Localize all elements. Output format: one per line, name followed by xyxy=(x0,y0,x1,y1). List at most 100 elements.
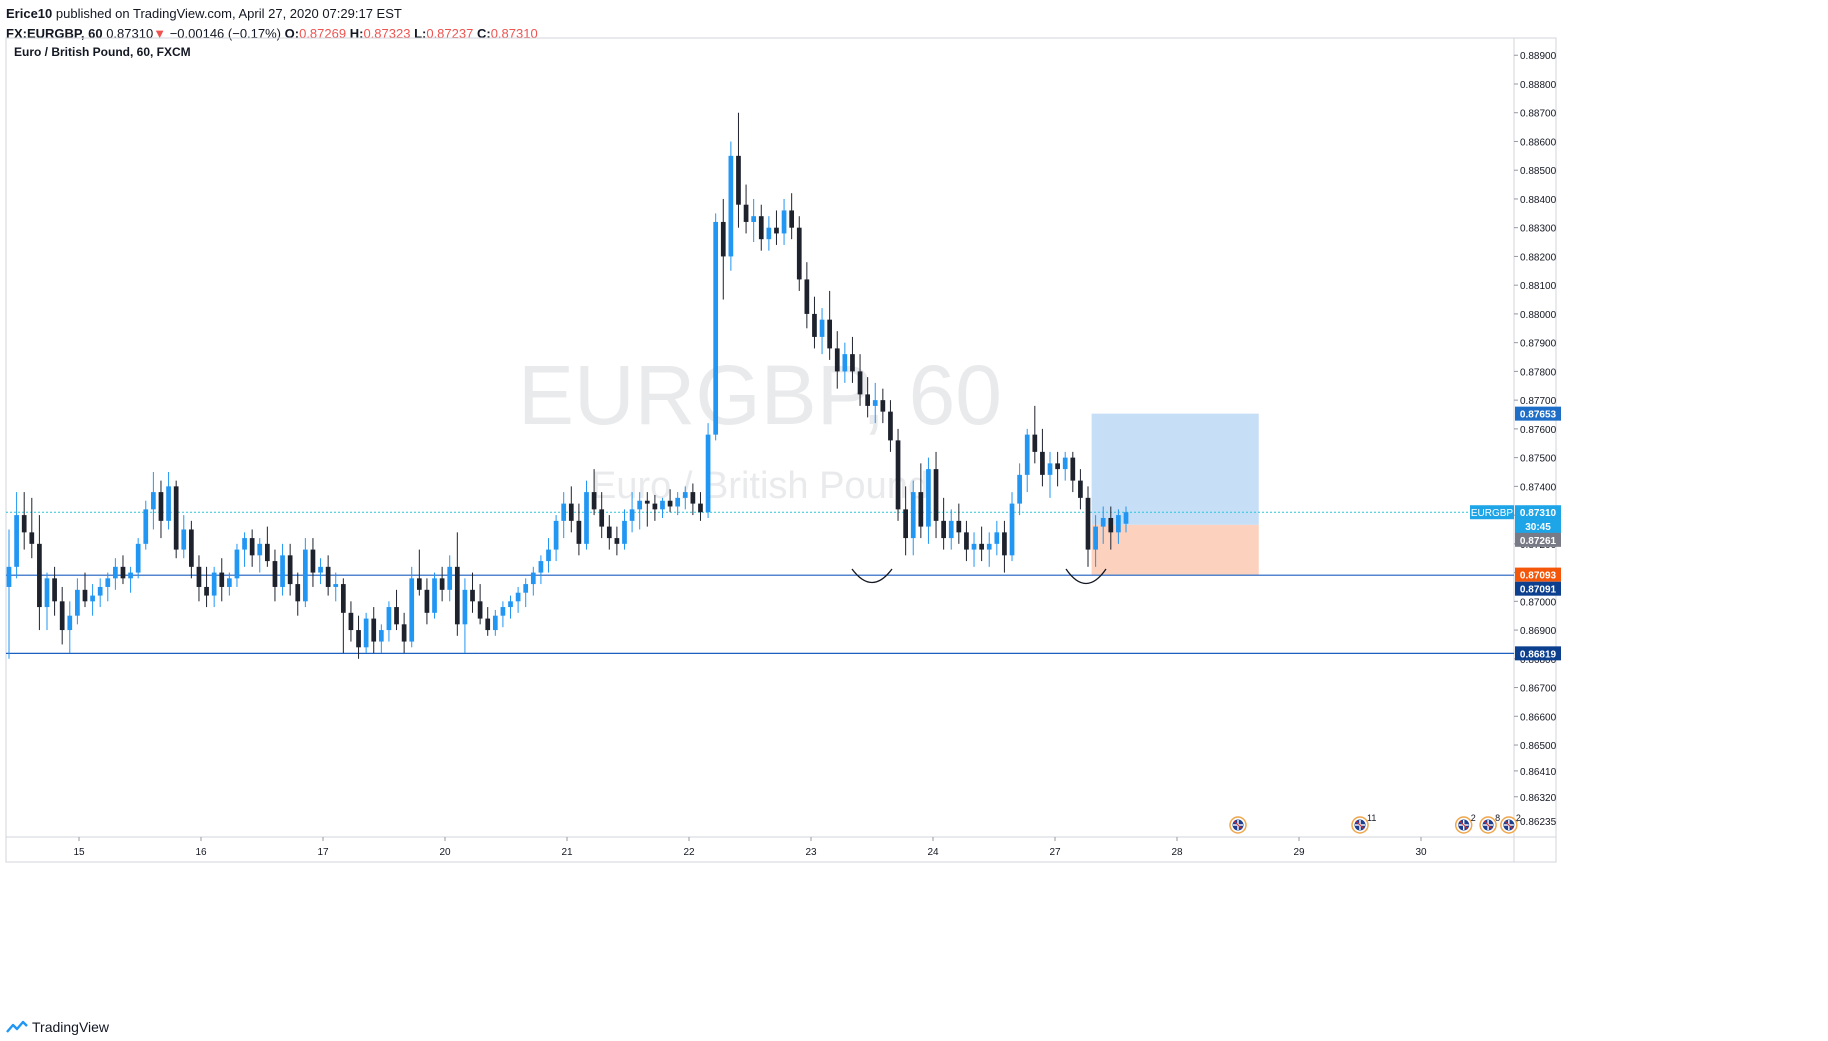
candle xyxy=(926,457,931,544)
candle-body xyxy=(363,618,369,648)
candle-body xyxy=(561,503,567,521)
economic-event-flag-icon[interactable]: 2 xyxy=(1454,813,1476,834)
candle-body xyxy=(173,486,179,550)
candle xyxy=(189,520,194,579)
candle xyxy=(113,558,118,590)
candle-body xyxy=(500,607,506,616)
tradingview-logo-icon[interactable] xyxy=(6,1020,28,1034)
candle-body xyxy=(584,492,589,544)
publish-info: published on TradingView.com, April 27, … xyxy=(55,6,402,21)
candle xyxy=(804,262,810,329)
x-tick-label: 21 xyxy=(561,847,573,858)
candle-body xyxy=(705,434,711,513)
candle xyxy=(1070,451,1076,493)
candle xyxy=(500,601,506,628)
candle-body xyxy=(113,566,118,579)
candle-body xyxy=(492,615,498,631)
candle-body xyxy=(1116,515,1121,533)
candle-body xyxy=(135,543,141,573)
candle xyxy=(842,342,848,383)
candle xyxy=(82,572,88,608)
candle xyxy=(158,480,164,539)
candle-body xyxy=(1085,497,1091,550)
candle-body xyxy=(789,210,795,228)
high-value: 0.87323 xyxy=(363,26,411,41)
candle xyxy=(1009,492,1015,562)
candle xyxy=(196,555,202,602)
economic-event-flag-icon[interactable]: 11 xyxy=(1351,813,1376,834)
candle xyxy=(477,584,483,625)
candle xyxy=(135,538,141,579)
candle xyxy=(14,492,19,579)
candle xyxy=(941,497,946,550)
candle-body xyxy=(1032,434,1038,452)
y-tick-label: 0.87800 xyxy=(1520,367,1557,378)
candle-body xyxy=(796,227,802,280)
candle xyxy=(781,198,787,245)
candle xyxy=(812,296,817,349)
candle xyxy=(553,515,559,562)
candle-body xyxy=(660,500,665,510)
candle xyxy=(219,558,225,602)
candle-body xyxy=(302,549,308,602)
candle-body xyxy=(690,492,696,504)
tradingview-brand[interactable]: TradingView xyxy=(32,1019,110,1035)
event-count-label: 2 xyxy=(1471,813,1476,823)
y-tick-label: 0.86235 xyxy=(1520,817,1557,828)
candle-body xyxy=(120,566,126,579)
candle xyxy=(295,572,301,616)
price-tag xyxy=(1515,581,1561,596)
economic-event-flag-icon[interactable]: 8 xyxy=(1479,813,1500,834)
candle xyxy=(37,515,42,631)
author-name[interactable]: Erice10 xyxy=(6,6,53,21)
candle xyxy=(690,483,696,516)
x-tick-label: 20 xyxy=(439,847,451,858)
candle xyxy=(910,480,916,556)
candle xyxy=(264,526,270,567)
candle-body xyxy=(546,549,551,562)
profit-zone xyxy=(1091,413,1259,525)
economic-event-flag-icon[interactable] xyxy=(1229,816,1247,834)
candle-body xyxy=(1078,480,1083,498)
candle xyxy=(363,612,369,654)
y-tick-label: 0.87900 xyxy=(1520,339,1557,350)
candle-body xyxy=(553,520,559,550)
x-tick-label: 27 xyxy=(1049,847,1061,858)
candle-body xyxy=(196,566,202,587)
candle xyxy=(401,612,407,654)
candle xyxy=(173,480,179,559)
candle xyxy=(1078,469,1083,510)
candle-body xyxy=(378,630,384,642)
candle-body xyxy=(523,584,529,593)
low-value: 0.87237 xyxy=(426,26,474,41)
open-value: 0.87269 xyxy=(299,26,347,41)
candle xyxy=(128,566,133,593)
candle xyxy=(371,607,377,654)
candle-body xyxy=(424,589,430,613)
candle-body xyxy=(515,592,521,602)
candle xyxy=(325,555,331,596)
candle-body xyxy=(538,561,544,573)
candle-body xyxy=(1062,457,1068,470)
candle xyxy=(6,529,12,659)
flag-diag xyxy=(1459,820,1469,830)
candle-body xyxy=(637,500,643,510)
price-tag-label: 0.87093 xyxy=(1520,571,1557,582)
footer: TradingView xyxy=(6,1016,109,1038)
ohlc-line: FX:EURGBP, 60 0.87310▼ −0.00146 (−0.17%)… xyxy=(6,24,538,44)
x-tick-label: 17 xyxy=(317,847,329,858)
candle xyxy=(857,354,863,406)
economic-event-flag-icon[interactable]: 2 xyxy=(1500,813,1521,834)
x-tick-label: 16 xyxy=(195,847,207,858)
candle-body xyxy=(348,612,354,631)
candle xyxy=(622,509,627,550)
candle xyxy=(310,538,316,587)
candle xyxy=(964,520,969,562)
candle xyxy=(903,486,908,556)
x-tick-label: 30 xyxy=(1415,847,1427,858)
candle-body xyxy=(401,624,407,642)
candle-body xyxy=(910,492,916,539)
candle xyxy=(629,492,635,533)
candle-body xyxy=(667,500,673,507)
